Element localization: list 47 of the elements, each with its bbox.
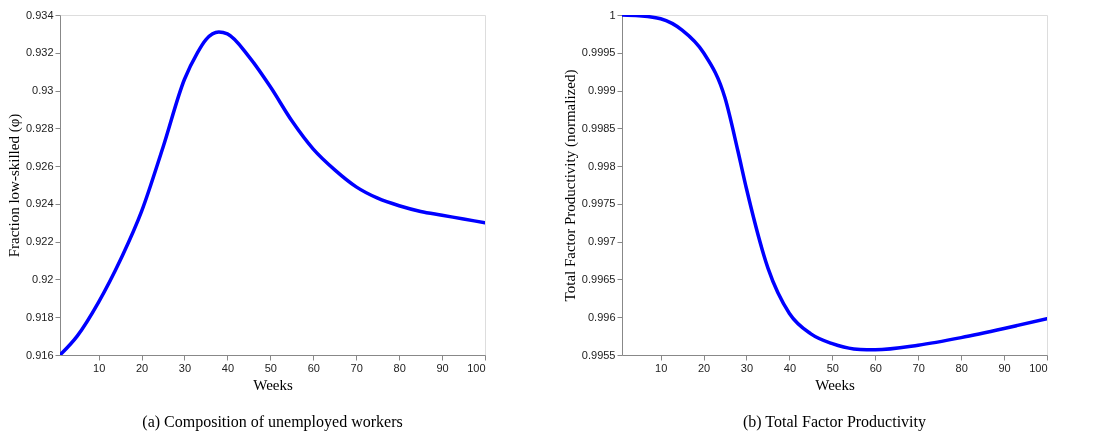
x-tick-label: 10 [93, 361, 106, 374]
y-tick-label: 0.926 [25, 159, 54, 172]
y-axis-title: Total Factor Productivity (normalized) [561, 69, 579, 302]
y-tick-label: 0.922 [25, 235, 54, 248]
x-tick-label: 20 [697, 361, 711, 374]
y-tick-label: 0.924 [25, 197, 54, 210]
x-tick-label: 40 [221, 361, 235, 374]
y-tick-label: 0.928 [25, 121, 54, 134]
x-tick-label: 50 [826, 361, 839, 374]
x-tick-label: 90 [998, 361, 1011, 374]
x-tick-label: 30 [178, 361, 192, 374]
x-tick-label: 60 [307, 361, 320, 374]
x-tick-label: 40 [783, 361, 797, 374]
x-tick-label: 80 [393, 361, 406, 374]
y-tick-label: 0.9995 [581, 46, 616, 59]
x-tick-label: 100 [467, 361, 486, 374]
text: (a) Composition of unemployed workers [142, 413, 403, 431]
x-tick-label: 30 [740, 361, 754, 374]
y-tick-label: 0.9955 [581, 348, 616, 361]
y-axis-title: Fraction low-skilled (φ) [5, 113, 23, 258]
y-tick-label: 0.998 [587, 159, 616, 172]
y-tick-label: 0.93 [32, 84, 54, 97]
y-tick-label: 0.934 [25, 8, 54, 21]
y-tick-label: 0.918 [25, 310, 54, 323]
y-tick-label: 0.999 [587, 84, 616, 97]
x-tick-label: 100 [1029, 361, 1048, 374]
x-tick-label: 80 [955, 361, 968, 374]
x-tick-label: 70 [350, 361, 363, 374]
y-tick-label: 0.997 [587, 235, 616, 248]
x-tick-label: 20 [135, 361, 149, 374]
x-tick-label: 90 [436, 361, 449, 374]
y-tick-label: 0.9965 [581, 272, 616, 285]
line-series [622, 15, 1047, 352]
y-tick-label: 0.9985 [581, 121, 616, 134]
y-tick-label: 0.9975 [581, 197, 616, 210]
x-tick-label: 60 [869, 361, 882, 374]
x-axis-title: Weeks [815, 376, 855, 393]
y-tick-label: 0.916 [25, 348, 54, 361]
x-tick-label: 10 [655, 361, 668, 374]
y-tick-label: 0.996 [587, 310, 616, 323]
y-tick-label: 1 [609, 8, 616, 21]
y-tick-label: 0.932 [25, 46, 54, 59]
y-tick-label: 0.92 [32, 272, 54, 285]
x-tick-label: 70 [912, 361, 925, 374]
x-axis-title: Weeks [253, 376, 293, 393]
text: (b) Total Factor Productivity [743, 413, 926, 431]
x-tick-label: 50 [264, 361, 277, 374]
